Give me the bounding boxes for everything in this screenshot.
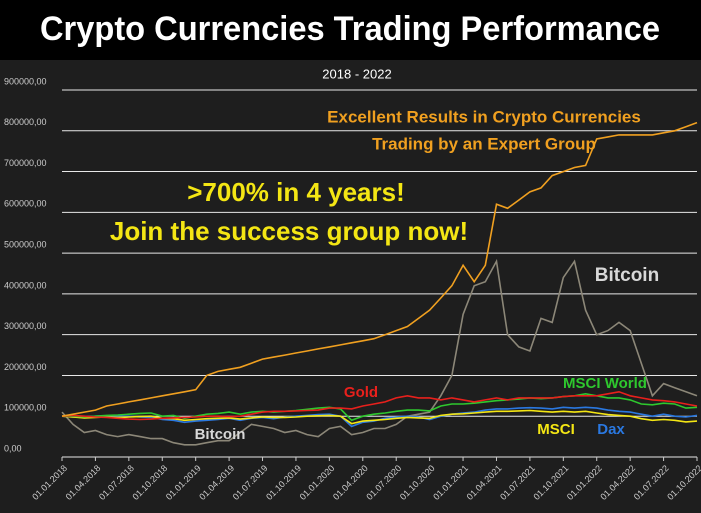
y-tick-label: 400000,00 <box>4 280 47 290</box>
annotation: >700% in 4 years! <box>187 177 405 207</box>
series-label: Bitcoin <box>195 426 246 443</box>
y-tick-label: 500000,00 <box>4 239 47 249</box>
series-line <box>61 121 698 417</box>
subtitle: 2018 - 2022 <box>322 66 391 81</box>
y-tick-label: 700000,00 <box>4 158 47 168</box>
annotation: Join the success group now! <box>110 216 468 246</box>
series-label: Bitcoin <box>595 265 659 286</box>
series-line <box>61 258 698 446</box>
y-tick-label: 600000,00 <box>4 199 47 209</box>
y-tick-label: 200000,00 <box>4 362 47 372</box>
y-tick-label: 300000,00 <box>4 321 47 331</box>
series-line <box>61 390 698 421</box>
y-tick-label: 100000,00 <box>4 403 47 413</box>
series-label: Dax <box>597 421 625 438</box>
title-band <box>0 0 701 60</box>
y-tick-label: 900000,00 <box>4 76 47 86</box>
series-line <box>62 392 698 422</box>
y-tick-label: 0,00 <box>4 443 22 453</box>
series-label: Gold <box>344 384 378 401</box>
chart-title: Crypto Currencies Trading Performance <box>40 10 660 48</box>
y-tick-label: 800000,00 <box>4 117 47 127</box>
series-label: MSCI World <box>563 375 647 392</box>
annotation: Excellent Results in Crypto Currencies <box>327 107 641 126</box>
annotation: Trading by an Expert Group <box>372 134 596 153</box>
series-label: MSCI <box>537 421 575 438</box>
